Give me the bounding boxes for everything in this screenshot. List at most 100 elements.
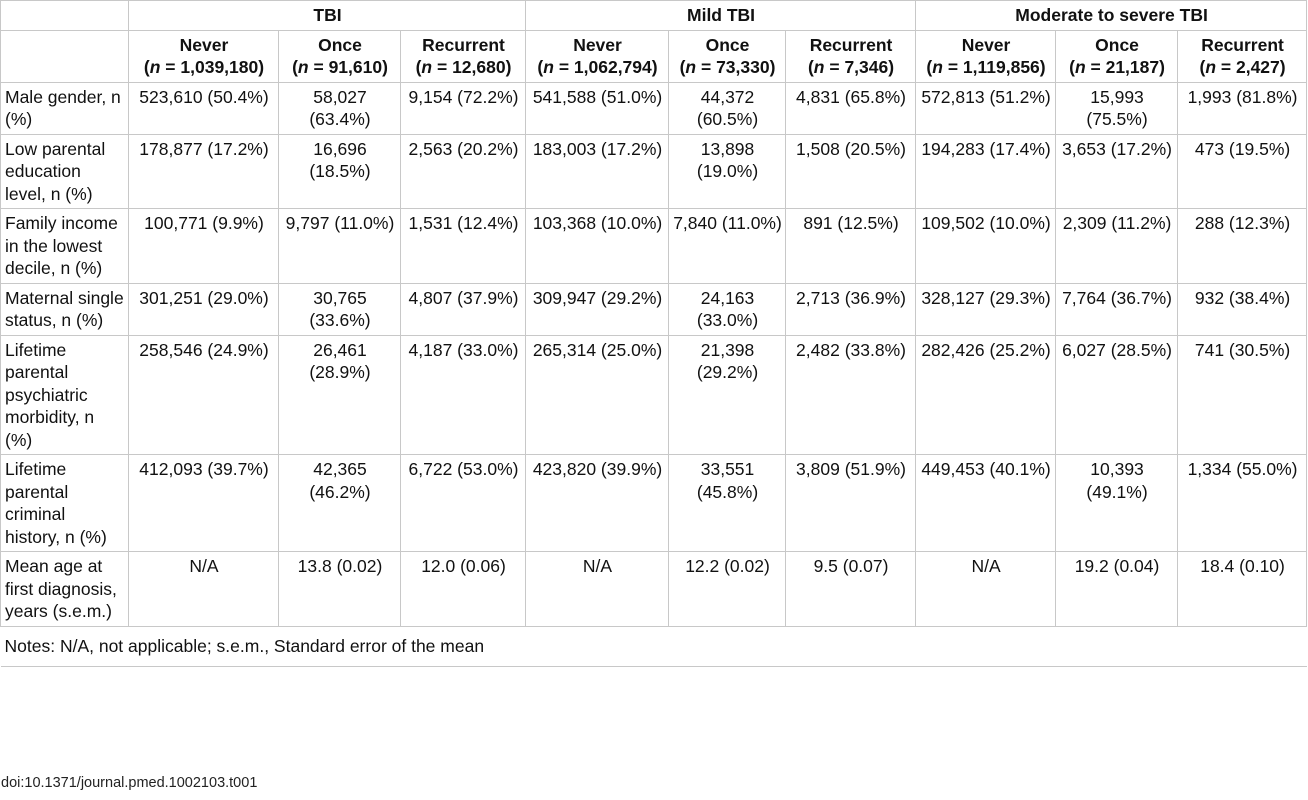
- table-cell: 4,807 (37.9%): [399, 282, 527, 336]
- table-cell: 265,314 (25.0%): [525, 334, 670, 455]
- table-cell: 42,365 (46.2%): [278, 454, 401, 552]
- table-container: TBI Mild TBI Moderate to severe TBI Neve…: [0, 0, 1308, 667]
- row-label: Lifetime parental criminal history, n (%…: [0, 454, 129, 552]
- table-cell: 13,898 (19.0%): [668, 133, 787, 209]
- table-cell: 178,877 (17.2%): [128, 133, 279, 209]
- table-cell: 9.5 (0.07): [785, 551, 917, 627]
- column-header-count: (n = 1,062,794): [537, 57, 658, 77]
- doi-label: doi:10.1371/journal.pmed.1002103.t001: [1, 775, 258, 791]
- table-cell: 21,398 (29.2%): [668, 334, 787, 455]
- table-cell: 103,368 (10.0%): [525, 208, 670, 284]
- group-header-row: TBI Mild TBI Moderate to severe TBI: [0, 0, 1308, 31]
- table-cell: 3,809 (51.9%): [785, 454, 917, 552]
- table-cell: 523,610 (50.4%): [128, 81, 279, 135]
- column-header: Recurrent (n = 2,427): [1177, 29, 1308, 83]
- n-symbol: n: [297, 57, 309, 77]
- table-cell: 258,546 (24.9%): [128, 334, 279, 455]
- table-footer: Notes: N/A, not applicable; s.e.m., Stan…: [0, 625, 1307, 667]
- table-cell: 288 (12.3%): [1177, 208, 1308, 284]
- table-cell: 449,453 (40.1%): [915, 454, 1057, 552]
- column-header-count: (n = 91,610): [292, 57, 388, 77]
- subheader-row: Never (n = 1,039,180) Once (n = 91,610) Recu…: [0, 29, 1308, 83]
- table-cell: 572,813 (51.2%): [915, 81, 1057, 135]
- group-header: TBI: [127, 0, 527, 31]
- table-cell: 328,127 (29.3%): [915, 282, 1057, 336]
- table-cell: 7,764 (36.7%): [1055, 282, 1179, 336]
- n-symbol: n: [813, 57, 825, 77]
- row-label: Family income in the lowest decile, n (%…: [0, 208, 129, 284]
- column-header-label: Once: [1095, 34, 1139, 55]
- column-header-count: (n = 1,039,180): [143, 57, 265, 77]
- table-cell: 12.0 (0.06): [399, 551, 527, 627]
- table-cell: 109,502 (10.0%): [915, 208, 1057, 284]
- table-cell: 423,820 (39.9%): [525, 454, 670, 552]
- table-cell: 30,765 (33.6%): [278, 282, 401, 336]
- table-cell: 2,563 (20.2%): [399, 133, 527, 209]
- table-row: Male gender, n (%) 523,610 (50.4%) 58,027 …: [0, 81, 1308, 135]
- table-cell: 1,334 (55.0%): [1177, 454, 1308, 552]
- row-label: Lifetime parental psychiatric morbidity,…: [0, 334, 129, 455]
- column-header-label: Once: [318, 34, 362, 55]
- column-header: Never (n = 1,039,180): [128, 29, 279, 83]
- data-table: TBI Mild TBI Moderate to severe TBI Neve…: [0, 0, 1308, 667]
- table-row: Maternal single status, n (%) 301,251 (29…: [0, 282, 1308, 336]
- table-cell: 2,309 (11.2%): [1055, 208, 1179, 284]
- group-header: Mild TBI: [525, 0, 917, 31]
- corner-cell: [0, 0, 129, 31]
- n-value: 7,346: [844, 57, 889, 77]
- column-header-label: Once: [705, 34, 750, 55]
- column-header: Once (n = 73,330): [668, 29, 787, 83]
- n-symbol: n: [149, 57, 161, 77]
- column-header-label: Recurrent: [809, 34, 893, 55]
- table-row: Low parental education level, n (%) 178,8…: [0, 133, 1308, 209]
- table-cell: 932 (38.4%): [1177, 282, 1308, 336]
- n-value: 1,062,794: [573, 57, 652, 77]
- table-cell: N/A: [128, 551, 279, 627]
- column-header-label: Never: [179, 34, 229, 55]
- column-header-label: Recurrent: [1201, 34, 1284, 55]
- table-cell: 58,027 (63.4%): [278, 81, 401, 135]
- column-header: Never (n = 1,119,856): [915, 29, 1057, 83]
- table-cell: 412,093 (39.7%): [128, 454, 279, 552]
- column-header-count: (n = 2,427): [1199, 57, 1286, 77]
- table-cell: 3,653 (17.2%): [1055, 133, 1179, 209]
- table-cell: 13.8 (0.02): [278, 551, 401, 627]
- n-value: 73,330: [716, 57, 770, 77]
- table-cell: 15,993 (75.5%): [1055, 81, 1179, 135]
- table-cell: 301,251 (29.0%): [128, 282, 279, 336]
- corner-cell: [0, 29, 129, 83]
- table-cell: 4,187 (33.0%): [399, 334, 527, 455]
- table-cell: 100,771 (9.9%): [128, 208, 279, 284]
- table-cell: 7,840 (11.0%): [668, 208, 787, 284]
- column-header-count: (n = 73,330): [679, 57, 776, 77]
- n-value: 2,427: [1235, 57, 1280, 77]
- n-value: 1,119,856: [962, 57, 1040, 77]
- n-value: 91,610: [328, 57, 383, 77]
- column-header-count: (n = 12,680): [415, 57, 512, 77]
- table-cell: 24,163 (33.0%): [668, 282, 787, 336]
- n-value: 21,187: [1105, 57, 1160, 77]
- table-cell: 4,831 (65.8%): [785, 81, 917, 135]
- table-cell: 9,797 (11.0%): [278, 208, 401, 284]
- column-header: Never (n = 1,062,794): [525, 29, 670, 83]
- column-header: Once (n = 21,187): [1055, 29, 1179, 83]
- table-cell: 44,372 (60.5%): [668, 81, 787, 135]
- table-cell: 19.2 (0.04): [1055, 551, 1179, 627]
- notes-row: Notes: N/A, not applicable; s.e.m., Stan…: [0, 625, 1307, 667]
- table-cell: 1,508 (20.5%): [785, 133, 917, 209]
- group-header: Moderate to severe TBI: [915, 0, 1308, 31]
- column-header-label: Recurrent: [422, 34, 505, 55]
- n-symbol: n: [1205, 57, 1217, 77]
- table-cell: 741 (30.5%): [1177, 334, 1308, 455]
- column-header-label: Never: [573, 34, 622, 55]
- table-cell: 1,531 (12.4%): [399, 208, 527, 284]
- row-label: Male gender, n (%): [0, 81, 129, 135]
- n-symbol: n: [932, 57, 943, 77]
- table-cell: 309,947 (29.2%): [525, 282, 670, 336]
- table-cell: 6,027 (28.5%): [1055, 334, 1179, 455]
- table-cell: 9,154 (72.2%): [399, 81, 527, 135]
- table-row: Mean age at first diagnosis, years (s.e.…: [0, 551, 1308, 627]
- column-header-count: (n = 7,346): [807, 57, 895, 77]
- table-row: Lifetime parental psychiatric morbidity,…: [0, 334, 1308, 455]
- n-value: 12,680: [452, 57, 506, 77]
